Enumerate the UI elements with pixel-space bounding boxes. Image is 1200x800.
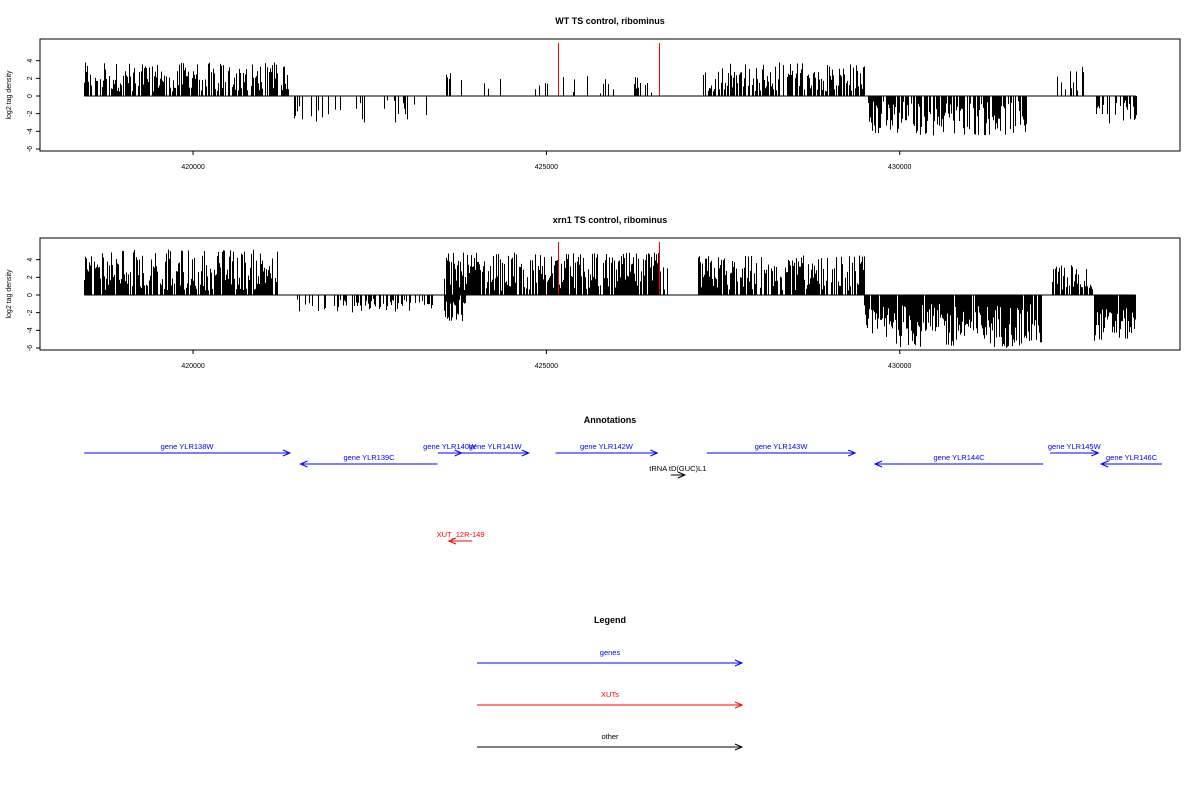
- feature-arrow-head: [1091, 449, 1100, 457]
- xrn1-y-tick-label: -4: [27, 327, 34, 333]
- legend-item-label: other: [601, 732, 619, 741]
- feature-label: tRNA tD(GUC)L1: [649, 464, 706, 473]
- feature-label: gene YLR139C: [343, 453, 395, 462]
- feature-label: XUT_12R-149: [437, 530, 485, 539]
- wt-y-tick-label: 0: [27, 94, 34, 98]
- wt-y-tick-label: -4: [27, 128, 34, 134]
- xrn1-x-tick-label: 430000: [888, 363, 911, 370]
- wt-x-tick-label: 420000: [181, 164, 204, 171]
- feature-label: gene YLR144C: [934, 453, 986, 462]
- wt-y-tick-label: 4: [27, 59, 34, 63]
- wt-markers: [558, 43, 660, 96]
- xrn1-track-title: xrn1 TS control, ribominus: [553, 215, 668, 225]
- xrn1-markers: [558, 242, 660, 295]
- legend-item-label: XUTs: [601, 690, 619, 699]
- legend-arrow-head: [734, 743, 744, 751]
- feature-arrow-head: [521, 449, 531, 457]
- wt-x-axis: 420000 425000 430000: [181, 151, 912, 171]
- feature-label: gene YLR143W: [755, 442, 809, 451]
- xrn1-x-tick-label: 425000: [535, 363, 558, 370]
- legend-title: Legend: [594, 615, 626, 625]
- xrn1-y-tick-label: -6: [27, 345, 34, 351]
- wt-y-tick-label: -2: [27, 110, 34, 116]
- feature-arrow-head: [1099, 460, 1109, 468]
- feature-label: gene YLR141W: [469, 442, 523, 451]
- feature-arrow-head: [873, 460, 883, 468]
- xrn1-y-tick-label: 2: [27, 275, 34, 279]
- feature-arrow-head: [677, 471, 687, 479]
- wt-y-axis: 4 2 0 -2 -4 -6: [27, 59, 41, 152]
- feature-label: gene YLR142W: [580, 442, 634, 451]
- wt-y-axis-label: log2 tag density: [6, 70, 13, 120]
- wt-x-tick-label: 425000: [535, 164, 558, 171]
- xrn1-y-axis: 4 2 0 -2 -4 -6: [27, 258, 41, 351]
- annotations-panel: Annotations gene YLR138W gene YLR139C gene…: [84, 415, 1162, 545]
- wt-bars: [84, 62, 1137, 136]
- legend-panel: Legend genes XUTs other: [477, 615, 744, 751]
- wt-y-tick-label: 2: [27, 76, 34, 80]
- feature-label: gene YLR140W: [423, 442, 477, 451]
- xrn1-track-panel: xrn1 TS control, ribominus log2 tag dens…: [6, 215, 1181, 370]
- feature-label: gene YLR138W: [161, 442, 215, 451]
- xrn1-x-axis: 420000 425000 430000: [181, 350, 912, 370]
- legend-item-label: genes: [600, 648, 621, 657]
- feature-label: gene YLR145W: [1048, 442, 1102, 451]
- wt-track-panel: WT TS control, ribominus log2 tag densit…: [6, 16, 1181, 171]
- xrn1-x-tick-label: 420000: [181, 363, 204, 370]
- legend-items: genes XUTs other: [477, 648, 744, 751]
- feature-arrow-head: [282, 449, 292, 457]
- legend-arrow-head: [734, 701, 744, 709]
- xrn1-y-tick-label: 0: [27, 293, 34, 297]
- xrn1-y-tick-label: 4: [27, 258, 34, 262]
- feature-arrow-head: [848, 449, 857, 457]
- xrn1-y-axis-label: log2 tag density: [6, 269, 13, 319]
- xrn1-bars: [84, 249, 1136, 348]
- wt-x-tick-label: 430000: [888, 164, 911, 171]
- feature-arrow-head: [299, 460, 308, 468]
- annotations-title: Annotations: [584, 415, 637, 425]
- wt-y-tick-label: -6: [27, 146, 34, 152]
- legend-arrow-head: [734, 659, 744, 667]
- feature-arrow-head: [447, 537, 457, 545]
- feature-label: gene YLR146C: [1106, 453, 1158, 462]
- feature-arrow-head: [650, 449, 659, 457]
- wt-track-title: WT TS control, ribominus: [555, 16, 665, 26]
- xrn1-y-tick-label: -2: [27, 309, 34, 315]
